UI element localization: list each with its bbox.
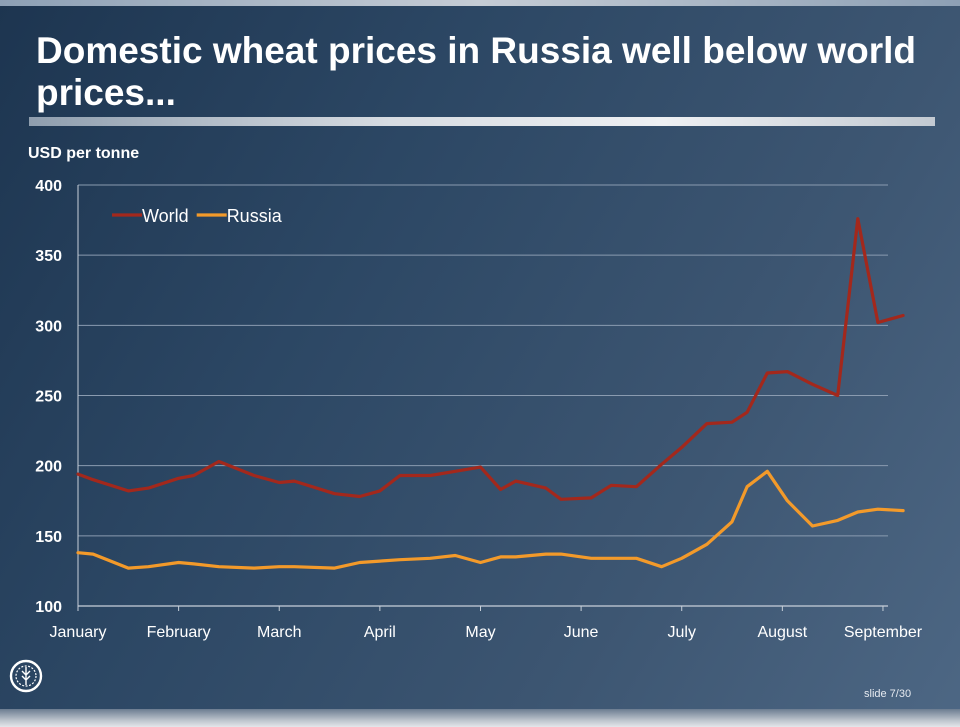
x-tick-label-january: January: [50, 624, 107, 641]
series-line-world: [76, 217, 905, 501]
x-tick-label-june: June: [564, 624, 599, 641]
x-tick-label-april: April: [364, 624, 396, 641]
y-tick-label-400: 400: [35, 178, 62, 195]
series-line-russia: [76, 469, 905, 570]
title-underline: [29, 117, 935, 126]
x-tick-label-september: September: [844, 624, 923, 641]
y-tick-label-350: 350: [35, 248, 62, 265]
x-tick-label-july: July: [668, 624, 696, 641]
legend-label-world: World: [142, 206, 189, 226]
y-axis-label: USD per tonne: [28, 145, 140, 162]
y-tick-label-150: 150: [35, 529, 62, 546]
bottom-decorative-strip: [0, 709, 960, 727]
fao-logo-icon: [9, 659, 43, 693]
y-tick-label-100: 100: [35, 599, 62, 616]
slide-title: Domestic wheat prices in Russia well bel…: [36, 30, 917, 113]
x-tick-label-august: August: [757, 624, 807, 641]
y-tick-label-250: 250: [35, 389, 62, 406]
slide-number: slide 7/30: [864, 688, 912, 700]
legend-label-russia: Russia: [227, 206, 283, 226]
top-decorative-strip: [0, 0, 960, 6]
y-tick-label-300: 300: [35, 318, 62, 335]
y-tick-label-200: 200: [35, 459, 62, 476]
x-tick-label-february: February: [147, 624, 211, 641]
x-tick-label-march: March: [257, 624, 301, 641]
x-tick-label-may: May: [465, 624, 495, 641]
